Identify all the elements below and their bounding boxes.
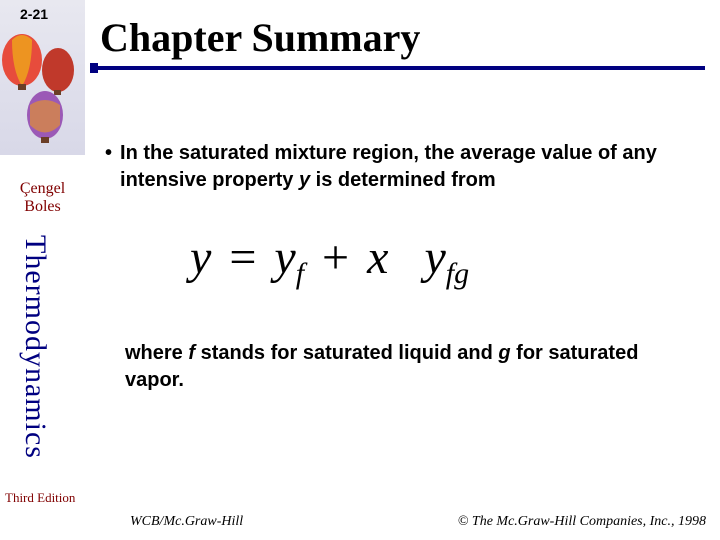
- eq-term1: y: [274, 231, 295, 284]
- slide: 2-21 Çengel Boles Thermodynamics Third E…: [0, 0, 720, 540]
- footer-copyright: © The Mc.Graw-Hill Companies, Inc., 1998: [458, 514, 706, 530]
- chapter-title: Chapter Summary: [100, 14, 700, 61]
- header: Chapter Summary: [100, 14, 700, 61]
- eq-plus: +: [316, 231, 355, 284]
- explain-g: g: [498, 342, 510, 364]
- bullet-marker: •: [105, 140, 112, 166]
- book-title-vertical: Thermodynamics: [18, 235, 52, 485]
- eq-term2: y: [424, 231, 445, 284]
- edition-label: Third Edition: [5, 490, 75, 506]
- authors: Çengel Boles: [6, 180, 79, 215]
- author-line-1: Çengel: [6, 180, 79, 198]
- eq-lhs: y: [190, 231, 211, 284]
- eq-sub1: f: [296, 257, 304, 290]
- bullet-item: • In the saturated mixture region, the a…: [105, 140, 695, 194]
- equation: y = yf + x yfg: [190, 230, 469, 291]
- footer-publisher: WCB/Mc.Graw-Hill: [130, 514, 243, 530]
- balloons-icon: [0, 0, 85, 155]
- explain-mid: stands for saturated liquid and: [195, 342, 498, 364]
- header-rule: [90, 66, 705, 70]
- bullet-var: y: [299, 169, 310, 191]
- page-number: 2-21: [20, 6, 48, 22]
- bullet-post: is determined from: [310, 169, 496, 191]
- eq-coef: x: [367, 231, 388, 284]
- eq-sub2: fg: [446, 257, 469, 290]
- balloon-photo: [0, 0, 85, 155]
- bullet-text: In the saturated mixture region, the ave…: [120, 140, 695, 194]
- explain-pre: where: [125, 342, 188, 364]
- content-area: • In the saturated mixture region, the a…: [105, 140, 695, 194]
- sidebar: 2-21 Çengel Boles Thermodynamics Third E…: [0, 0, 85, 540]
- eq-equals: =: [223, 231, 262, 284]
- author-line-2: Boles: [6, 198, 79, 216]
- explanation-text: where f stands for saturated liquid and …: [125, 340, 685, 394]
